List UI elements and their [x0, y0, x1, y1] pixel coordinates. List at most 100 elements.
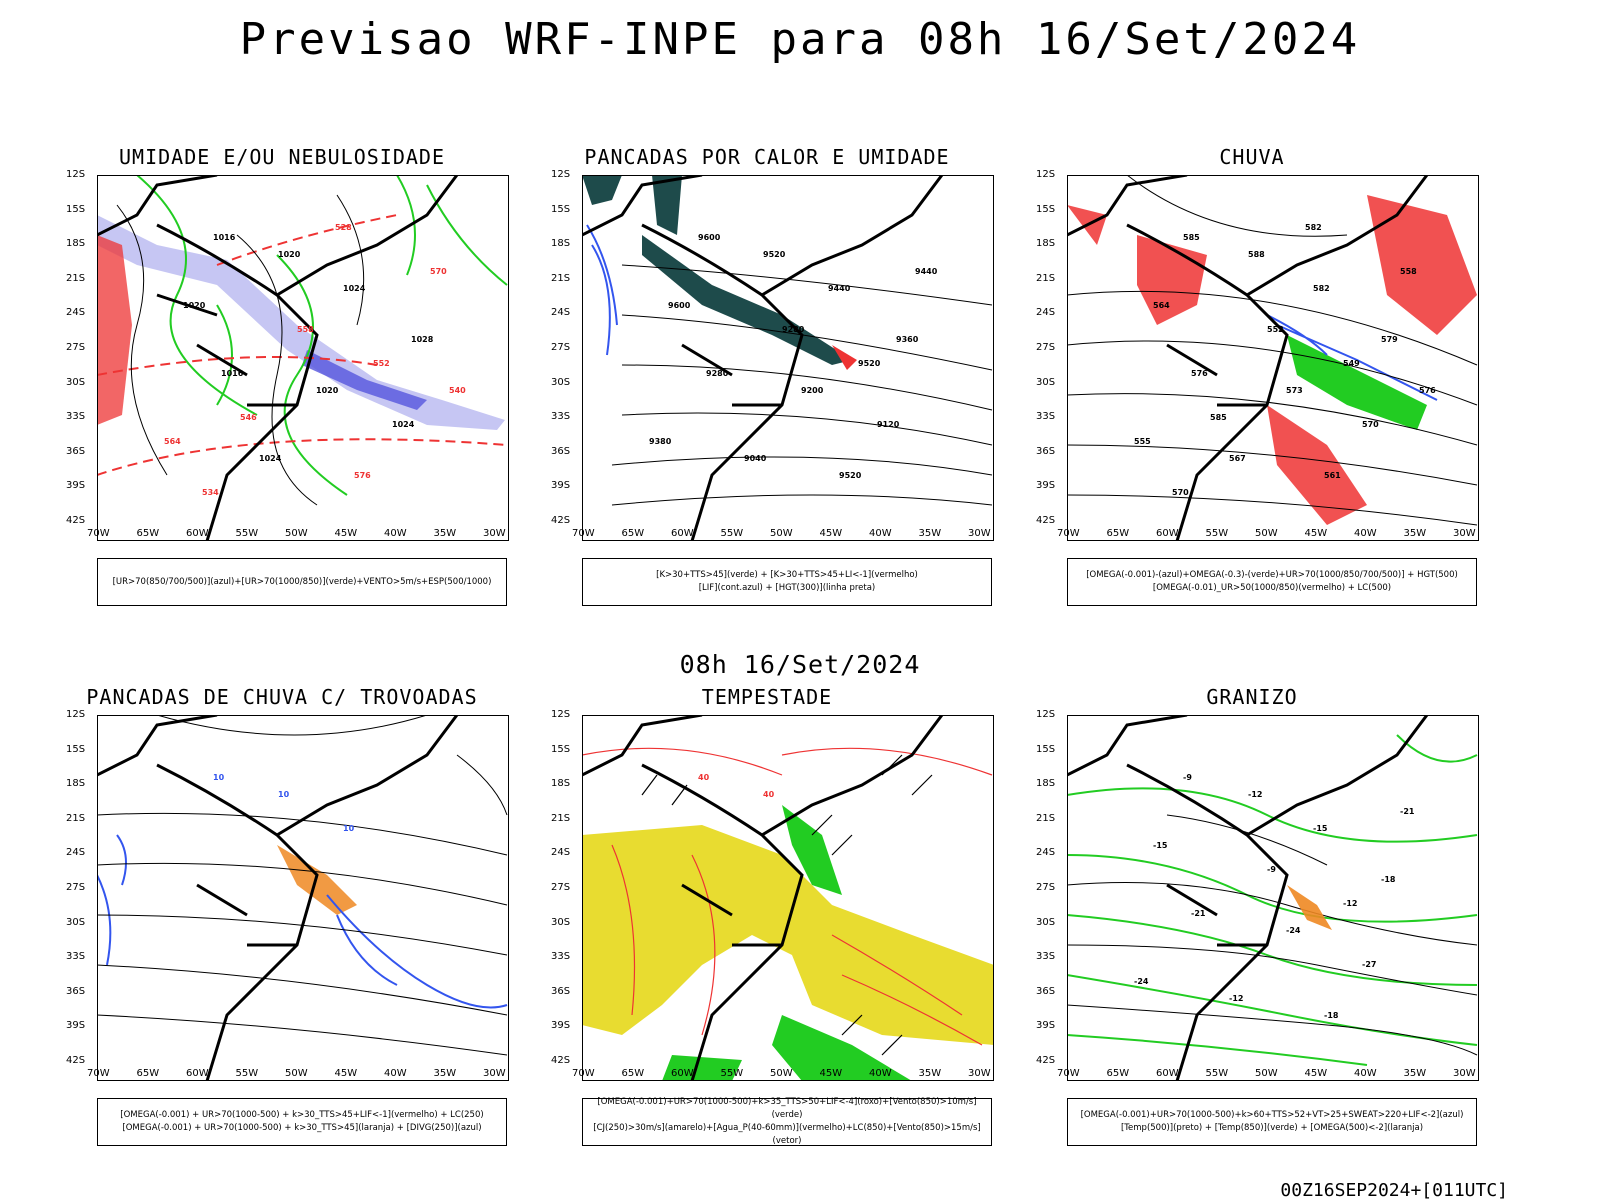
lon-tick-label: 45W: [334, 1068, 358, 1079]
lon-tick-label: 35W: [1403, 1068, 1427, 1079]
contour-label: 10: [278, 790, 290, 799]
contour-label: 561: [1324, 471, 1341, 480]
contour-label: -24: [1286, 926, 1301, 935]
run-timestamp: 00Z16SEP2024+[011UTC]: [1280, 1180, 1508, 1201]
lat-tick-label: 18S: [1036, 778, 1056, 790]
lon-tick-label: 65W: [1106, 528, 1130, 539]
lon-tick-label: 70W: [87, 528, 110, 539]
lon-tick-label: 70W: [572, 528, 595, 539]
lon-tick-label: 50W: [285, 528, 308, 539]
lon-tick-label: 70W: [87, 1068, 110, 1079]
contour-label: 585: [1183, 233, 1200, 242]
lat-tick-label: 24S: [551, 847, 571, 859]
lon-tick-label: 35W: [918, 1068, 942, 1079]
contour-label: 9440: [828, 284, 851, 293]
lat-tick-label: 24S: [66, 307, 86, 319]
lon-tick-label: 30W: [1453, 1068, 1476, 1079]
blue-omega-outline: [1266, 314, 1438, 401]
legend-line: [UR>70(850/700/500)](azul)+[UR>70(1000/8…: [112, 576, 492, 587]
lat-tick-label: 36S: [1036, 445, 1056, 457]
contour-label: 546: [240, 413, 257, 422]
lat-tick-label: 21S: [66, 812, 86, 824]
lat-tick-label: 39S: [551, 480, 571, 492]
lat-tick-label: 42S: [551, 1055, 571, 1066]
contour-label: 564: [164, 437, 181, 446]
panel-legend: [UR>70(850/700/500)](azul)+[UR>70(1000/8…: [97, 558, 507, 606]
lat-tick-label: 12S: [551, 709, 571, 720]
contour-label: 9520: [839, 471, 862, 480]
lon-tick-label: 35W: [1403, 528, 1427, 539]
lat-tick-label: 39S: [1036, 1020, 1056, 1032]
lat-tick-label: 12S: [1036, 709, 1056, 720]
lat-tick-label: 15S: [551, 743, 571, 755]
lat-tick-label: 33S: [1036, 411, 1056, 423]
contour-label: 1024: [259, 454, 282, 463]
lat-tick-label: 33S: [66, 411, 86, 423]
contour-label: 585: [1210, 413, 1227, 422]
lat-tick-label: 39S: [1036, 480, 1056, 492]
contour-label: 9040: [744, 454, 767, 463]
lon-tick-label: 65W: [136, 1068, 160, 1079]
lon-tick-label: 40W: [1354, 528, 1377, 539]
lat-tick-label: 36S: [551, 985, 571, 997]
lat-tick-label: 18S: [551, 238, 571, 250]
lon-tick-label: 40W: [869, 1068, 892, 1079]
orange-omega-spots: [1287, 885, 1332, 930]
lat-tick-label: 24S: [66, 847, 86, 859]
lat-tick-label: 27S: [1036, 882, 1056, 893]
lat-tick-label: 12S: [551, 169, 571, 180]
lat-tick-label: 18S: [1036, 238, 1056, 250]
panel-pancadas-trovoadas: PANCADAS DE CHUVA C/ TROVOADAS 10 10 10 [O…: [42, 685, 522, 1165]
contour-label: 588: [1248, 250, 1265, 259]
lat-tick-label: 30S: [551, 376, 571, 388]
panel-granizo: GRANIZO -9 -12 -15 -18 -21 -24 -27 -12 -15 -18 -21…: [1012, 685, 1492, 1165]
lat-tick-label: 39S: [66, 480, 86, 492]
lon-tick-label: 65W: [621, 528, 645, 539]
contour-label: 9600: [698, 233, 721, 242]
lat-tick-label: 18S: [66, 778, 86, 790]
legend-line: [OMEGA(-0.001)-(azul)+OMEGA(-0.3)-(verde…: [1086, 570, 1458, 580]
pressure-contours: [116, 194, 365, 506]
lon-tick-label: 40W: [869, 528, 892, 539]
lat-tick-label: 24S: [1036, 307, 1056, 319]
lat-tick-label: 42S: [66, 1055, 86, 1066]
lon-tick-label: 70W: [1057, 1068, 1080, 1079]
contour-label: 552: [373, 359, 390, 368]
lat-tick-label: 15S: [66, 203, 86, 215]
blue-humidity-area: [97, 215, 505, 430]
contour-label: 1028: [411, 335, 434, 344]
panel-legend: [OMEGA(-0.001)+UR>70(1000-500)+k>35_TTS>…: [582, 1097, 992, 1146]
lon-tick-label: 60W: [186, 528, 209, 539]
hgt300-contours: [611, 264, 993, 506]
legend-line: [K>30+TTS>45](verde) + [K>30+TTS>45+LI<-…: [656, 570, 918, 580]
lon-tick-label: 40W: [384, 528, 407, 539]
red-rain-areas: [1067, 195, 1477, 525]
contour-label: 576: [1191, 369, 1208, 378]
lat-tick-label: 12S: [66, 169, 86, 180]
contour-label: 9600: [668, 301, 691, 310]
green-contours: [136, 175, 508, 496]
panel-pancadas-calor: PANCADAS POR CALOR E UMIDADE 9600 9520 944…: [527, 145, 1007, 625]
lon-tick-label: 65W: [136, 528, 160, 539]
contour-label: 9360: [896, 335, 919, 344]
continent-borders: [582, 715, 944, 1081]
red-water-contours: [582, 747, 993, 1046]
lat-tick-label: 39S: [66, 1020, 86, 1032]
contour-label: 540: [449, 386, 466, 395]
contour-label: 528: [335, 223, 352, 232]
lat-tick-label: 39S: [551, 1020, 571, 1032]
lat-tick-label: 21S: [1036, 272, 1056, 284]
lon-tick-label: 50W: [1255, 528, 1278, 539]
map-granizo: -9 -12 -15 -18 -21 -24 -27 -12 -15 -18 -21 -24 -9 -12: [1067, 715, 1479, 1081]
lat-tick-label: 36S: [1036, 985, 1056, 997]
panel-title: CHUVA: [1219, 145, 1285, 169]
legend-line: [OMEGA(-0.001)+UR>70(1000-500)+k>60+TTS>…: [1080, 1110, 1464, 1120]
contour-label: 570: [1172, 488, 1189, 497]
contour-label: 576: [354, 471, 371, 480]
lat-tick-label: 21S: [1036, 812, 1056, 824]
lon-tick-label: 55W: [1205, 1068, 1229, 1079]
lif-blue-contours: [586, 224, 618, 356]
panel-legend: [OMEGA(-0.001)-(azul)+OMEGA(-0.3)-(verde…: [1067, 558, 1477, 606]
lat-tick-label: 12S: [66, 709, 86, 720]
contour-label: -18: [1324, 1011, 1339, 1020]
